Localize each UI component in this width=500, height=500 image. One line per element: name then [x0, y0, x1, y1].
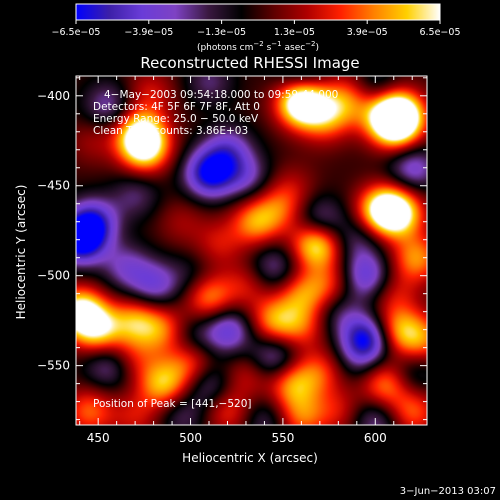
y-tick-label: −400: [37, 89, 70, 103]
x-tick-label: 500: [179, 431, 202, 445]
y-tick-label: −550: [37, 359, 70, 373]
colorbar-tick-label: 3.9e−05: [347, 27, 388, 38]
y-axis-label: Heliocentric Y (arcsec): [14, 185, 28, 320]
x-axis-label: Heliocentric X (arcsec): [182, 451, 318, 465]
colorbar-tick-label: −1.3e−05: [197, 27, 246, 38]
annotation-peak-position: Position of Peak = [441,−520]: [93, 398, 252, 410]
annotation-detectors: Detectors: 4F 5F 6F 7F 8F, Att 0: [93, 101, 260, 113]
plot-frame: [75, 75, 428, 426]
x-tick-label: 450: [87, 431, 110, 445]
x-axis-tick-labels: 450 500 550 600: [87, 431, 387, 445]
footer-date: 3−Jun−2013 03:07: [400, 486, 496, 497]
colorbar-tick-label: 1.3e−05: [274, 27, 315, 38]
colorbar-units: (photons cm−2 s−1 asec−2): [197, 40, 319, 53]
colorbar-tick-label: −6.5e−05: [52, 27, 101, 38]
annotation-energy-range: Energy Range: 25.0 − 50.0 keV: [93, 113, 259, 125]
annotation-total-counts: Clean Total counts: 3.86E+03: [93, 125, 248, 137]
y-axis-tick-labels: −400 −450 −500 −550: [37, 89, 70, 373]
colorbar-tick-labels: −6.5e−05 −3.9e−05 −1.3e−05 1.3e−05 3.9e−05 6.…: [52, 27, 461, 38]
y-tick-label: −450: [37, 179, 70, 193]
colorbar-tick-label: 6.5e−05: [419, 27, 460, 38]
y-tick-label: −500: [37, 269, 70, 283]
x-tick-label: 600: [364, 431, 387, 445]
colorbar-ticks: [75, 20, 441, 24]
x-tick-label: 550: [271, 431, 294, 445]
colorbar-tick-label: −3.9e−05: [124, 27, 173, 38]
y-axis-ticks: [76, 77, 427, 421]
colorbar: [75, 3, 441, 21]
x-axis-ticks: [79, 76, 413, 425]
annotation-time-range: 4−May−2003 09:54:18.000 to 09:59:44.000: [104, 89, 338, 101]
heatmap-canvas: [76, 76, 427, 425]
chart-title: Reconstructed RHESSI Image: [140, 54, 359, 72]
